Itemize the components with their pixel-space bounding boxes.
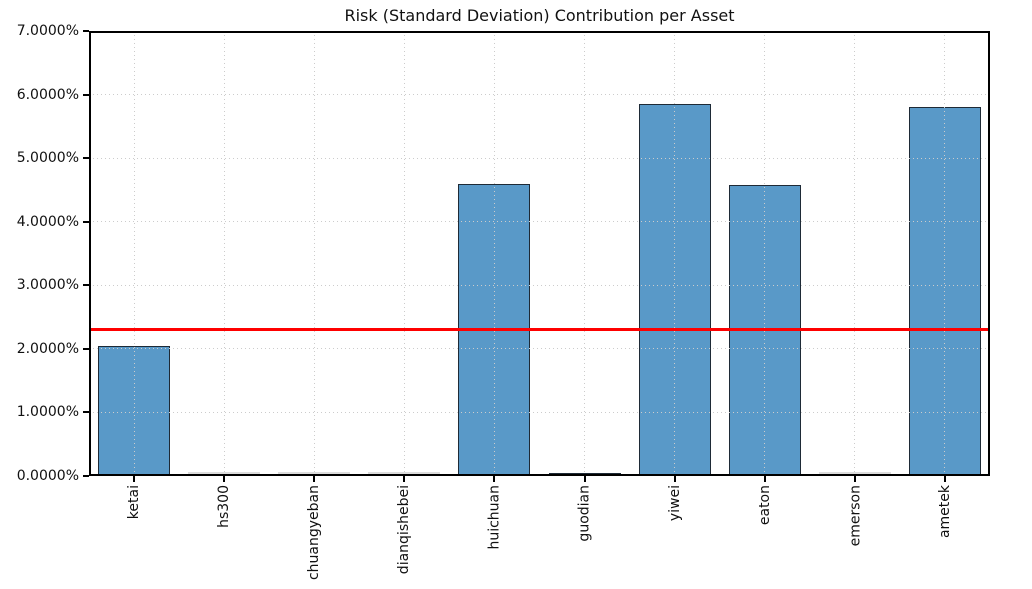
vertical-gridline: [223, 31, 225, 476]
x-tick-mark: [133, 476, 136, 482]
y-tick-label: 3.0000%: [16, 277, 79, 294]
vertical-gridline: [944, 31, 946, 476]
horizontal-gridline: [89, 284, 990, 286]
x-tick-label: hs300: [216, 485, 233, 528]
x-tick-label: dianqishebei: [396, 485, 413, 575]
horizontal-gridline: [89, 94, 990, 96]
x-tick-mark: [673, 476, 676, 482]
x-tick-label: chuangyeban: [306, 485, 323, 581]
average-reference-line: [89, 328, 990, 332]
horizontal-gridline: [89, 221, 990, 223]
x-tick-mark: [223, 476, 226, 482]
y-tick-mark: [83, 284, 89, 287]
x-tick-mark: [583, 476, 586, 482]
horizontal-gridline: [89, 157, 990, 159]
y-tick-mark: [83, 157, 89, 160]
horizontal-gridline: [89, 411, 990, 413]
y-tick-mark: [83, 93, 89, 96]
x-tick-mark: [403, 476, 406, 482]
x-tick-label: eaton: [756, 485, 773, 526]
y-tick-mark: [83, 411, 89, 414]
vertical-gridline: [584, 31, 586, 476]
x-tick-mark: [763, 476, 766, 482]
y-tick-mark: [83, 347, 89, 350]
y-tick-label: 6.0000%: [16, 86, 79, 103]
horizontal-gridline: [89, 348, 990, 350]
x-tick-label: huichuan: [486, 485, 503, 550]
x-tick-label: ketai: [126, 485, 143, 520]
y-tick-label: 5.0000%: [16, 150, 79, 167]
x-tick-mark: [313, 476, 316, 482]
vertical-gridline: [854, 31, 856, 476]
x-tick-mark: [853, 476, 856, 482]
x-tick-label: emerson: [846, 485, 863, 547]
y-tick-mark: [83, 475, 89, 477]
y-tick-mark: [83, 220, 89, 223]
vertical-gridline: [493, 31, 495, 476]
x-tick-label: guodian: [576, 485, 593, 542]
vertical-gridline: [313, 31, 315, 476]
x-tick-mark: [493, 476, 496, 482]
y-tick-label: 1.0000%: [16, 404, 79, 421]
y-tick-label: 4.0000%: [16, 213, 79, 230]
chart-title: Risk (Standard Deviation) Contribution p…: [344, 6, 735, 25]
x-tick-label: yiwei: [666, 485, 683, 522]
vertical-gridline: [133, 31, 135, 476]
y-tick-label: 7.0000%: [16, 23, 79, 39]
x-tick-label: ametek: [936, 485, 953, 539]
y-tick-label: 0.0000%: [16, 468, 79, 484]
x-tick-mark: [943, 476, 946, 482]
vertical-gridline: [674, 31, 676, 476]
y-tick-label: 2.0000%: [16, 340, 79, 357]
vertical-gridline: [403, 31, 405, 476]
vertical-gridline: [764, 31, 766, 476]
y-tick-mark: [83, 30, 89, 32]
